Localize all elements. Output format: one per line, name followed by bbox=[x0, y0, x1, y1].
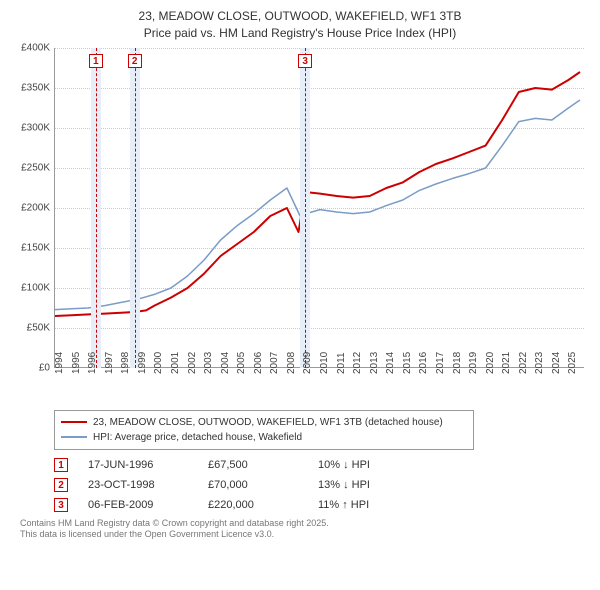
annotation-diff: 11% ↑ HPI bbox=[318, 499, 438, 511]
y-tick-label: £400K bbox=[21, 42, 50, 53]
y-tick-label: £250K bbox=[21, 162, 50, 173]
x-tick-label: 2008 bbox=[286, 351, 297, 373]
title-line-1: 23, MEADOW CLOSE, OUTWOOD, WAKEFIELD, WF… bbox=[139, 9, 462, 23]
annotation-vline bbox=[305, 48, 306, 368]
x-tick-label: 2005 bbox=[236, 351, 247, 373]
x-tick-label: 2022 bbox=[518, 351, 529, 373]
x-tick-label: 2001 bbox=[170, 351, 181, 373]
footer-line-2: This data is licensed under the Open Gov… bbox=[20, 529, 590, 541]
chart-area: £0£50K£100K£150K£200K£250K£300K£350K£400… bbox=[10, 48, 590, 408]
annotation-price: £220,000 bbox=[208, 499, 318, 511]
x-tick-label: 2018 bbox=[452, 351, 463, 373]
legend-swatch-0 bbox=[61, 421, 87, 423]
y-tick-label: £50K bbox=[27, 322, 50, 333]
annotation-row-marker: 3 bbox=[54, 498, 68, 512]
x-tick-label: 2006 bbox=[253, 351, 264, 373]
annotation-marker: 1 bbox=[89, 54, 103, 68]
x-tick-label: 2014 bbox=[385, 351, 396, 373]
legend-swatch-1 bbox=[61, 436, 87, 438]
y-tick-label: £150K bbox=[21, 242, 50, 253]
legend: 23, MEADOW CLOSE, OUTWOOD, WAKEFIELD, WF… bbox=[54, 410, 474, 450]
annotation-row: 1 17-JUN-1996£67,50010% ↓ HPI bbox=[54, 458, 534, 472]
x-tick-label: 2021 bbox=[501, 351, 512, 373]
legend-item-property: 23, MEADOW CLOSE, OUTWOOD, WAKEFIELD, WF… bbox=[61, 415, 467, 430]
x-tick-label: 2003 bbox=[203, 351, 214, 373]
x-tick-label: 2013 bbox=[369, 351, 380, 373]
x-tick-label: 2011 bbox=[336, 352, 347, 374]
annotation-diff: 10% ↓ HPI bbox=[318, 459, 438, 471]
x-tick-label: 2002 bbox=[187, 351, 198, 373]
annotation-row: 2 23-OCT-1998£70,00013% ↓ HPI bbox=[54, 478, 534, 492]
legend-label-1: HPI: Average price, detached house, Wake… bbox=[93, 430, 302, 445]
y-tick-label: £200K bbox=[21, 202, 50, 213]
x-tick-label: 1998 bbox=[120, 351, 131, 373]
x-tick-label: 2007 bbox=[269, 351, 280, 373]
annotation-diff: 13% ↓ HPI bbox=[318, 479, 438, 491]
y-tick-label: £300K bbox=[21, 122, 50, 133]
annotation-price: £67,500 bbox=[208, 459, 318, 471]
legend-item-hpi: HPI: Average price, detached house, Wake… bbox=[61, 430, 467, 445]
x-tick-label: 2016 bbox=[418, 351, 429, 373]
x-tick-label: 2000 bbox=[153, 351, 164, 373]
x-tick-label: 2020 bbox=[485, 351, 496, 373]
annotation-vline bbox=[135, 48, 136, 368]
x-tick-label: 1999 bbox=[137, 351, 148, 373]
x-tick-label: 2025 bbox=[567, 351, 578, 373]
x-tick-label: 1995 bbox=[71, 351, 82, 373]
x-tick-label: 1994 bbox=[54, 351, 65, 373]
x-tick-label: 2019 bbox=[468, 351, 479, 373]
footer: Contains HM Land Registry data © Crown c… bbox=[20, 518, 590, 541]
x-tick-label: 2009 bbox=[302, 351, 313, 373]
x-tick-label: 2024 bbox=[551, 351, 562, 373]
annotation-marker: 3 bbox=[298, 54, 312, 68]
plot-region: 1 2 3 bbox=[54, 48, 584, 368]
footer-line-1: Contains HM Land Registry data © Crown c… bbox=[20, 518, 590, 530]
chart-container: 23, MEADOW CLOSE, OUTWOOD, WAKEFIELD, WF… bbox=[0, 0, 600, 590]
x-tick-label: 2015 bbox=[402, 351, 413, 373]
y-tick-label: £100K bbox=[21, 282, 50, 293]
annotation-vline bbox=[96, 48, 97, 368]
x-tick-label: 1997 bbox=[104, 351, 115, 373]
legend-label-0: 23, MEADOW CLOSE, OUTWOOD, WAKEFIELD, WF… bbox=[93, 415, 443, 430]
annotation-row: 3 06-FEB-2009£220,00011% ↑ HPI bbox=[54, 498, 534, 512]
annotation-date: 17-JUN-1996 bbox=[88, 459, 208, 471]
annotation-date: 23-OCT-1998 bbox=[88, 479, 208, 491]
x-tick-label: 2017 bbox=[435, 351, 446, 373]
annotation-marker: 2 bbox=[128, 54, 142, 68]
x-tick-label: 2012 bbox=[352, 351, 363, 373]
x-tick-label: 1996 bbox=[87, 351, 98, 373]
annotation-row-marker: 1 bbox=[54, 458, 68, 472]
annotation-date: 06-FEB-2009 bbox=[88, 499, 208, 511]
annotation-row-marker: 2 bbox=[54, 478, 68, 492]
x-tick-label: 2004 bbox=[220, 351, 231, 373]
chart-title: 23, MEADOW CLOSE, OUTWOOD, WAKEFIELD, WF… bbox=[10, 8, 590, 42]
title-line-2: Price paid vs. HM Land Registry's House … bbox=[144, 26, 456, 40]
x-tick-label: 2023 bbox=[534, 351, 545, 373]
x-tick-label: 2010 bbox=[319, 351, 330, 373]
annotation-table: 1 17-JUN-1996£67,50010% ↓ HPI 2 23-OCT-1998… bbox=[54, 458, 534, 512]
y-tick-label: £350K bbox=[21, 82, 50, 93]
y-tick-label: £0 bbox=[39, 362, 50, 373]
annotation-price: £70,000 bbox=[208, 479, 318, 491]
